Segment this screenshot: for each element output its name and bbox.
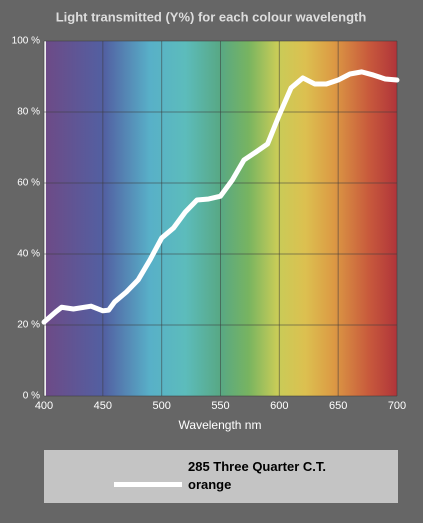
chart: Light transmitted (Y%) for each colour w… <box>12 9 407 432</box>
legend: 285 Three Quarter C.T. orange <box>44 450 398 503</box>
y-tick-label: 80 % <box>17 107 40 118</box>
legend-label: 285 Three Quarter C.T. orange <box>188 459 326 492</box>
x-tick-label: 400 <box>35 400 53 412</box>
x-tick-label: 650 <box>329 400 347 412</box>
x-tick-label: 600 <box>270 400 288 412</box>
legend-swatch <box>114 482 182 487</box>
y-tick-label: 20 % <box>17 320 40 331</box>
x-axis-label: Wavelength nm <box>179 418 262 432</box>
y-tick-label: 100 % <box>12 36 40 47</box>
y-tick-label: 60 % <box>17 178 40 189</box>
x-tick-label: 700 <box>388 400 406 412</box>
y-tick-label: 0 % <box>23 391 40 402</box>
x-tick-label: 450 <box>94 400 112 412</box>
x-tick-label: 500 <box>152 400 170 412</box>
data-line <box>41 69 400 325</box>
x-tick-label: 550 <box>211 400 229 412</box>
chart-title: Light transmitted (Y%) for each colour w… <box>56 9 367 24</box>
y-tick-label: 40 % <box>17 249 40 260</box>
